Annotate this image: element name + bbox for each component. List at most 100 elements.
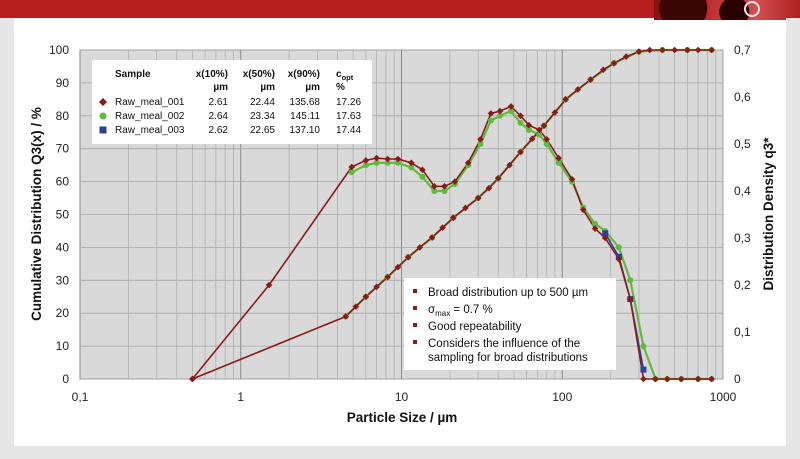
- x-tick-label: 1: [237, 390, 244, 404]
- y-left-tick-label: 20: [56, 306, 70, 320]
- note-line: sampling for broad distributions: [428, 352, 588, 364]
- table-unit-copt: %: [336, 82, 345, 93]
- right-margin: [786, 18, 800, 459]
- data-point-density: [626, 295, 634, 303]
- data-point-density: [265, 281, 273, 289]
- table-row-name: Raw_meal_001: [115, 97, 185, 108]
- y-left-tick-label: 40: [56, 240, 70, 254]
- table-cell-x10: 2.64: [209, 111, 229, 122]
- x-axis-label: Particle Size / µm: [347, 410, 458, 425]
- data-point-cumulative: [622, 53, 630, 60]
- table-header-x10: x(10%): [196, 69, 228, 80]
- data-point-cumulative: [462, 204, 469, 212]
- data-point-density: [373, 154, 380, 162]
- table-cell-x50: 23.34: [250, 111, 275, 122]
- y-right-tick-label: 0,6: [734, 90, 751, 104]
- note-bullet: [413, 306, 417, 310]
- data-point-density: [408, 164, 415, 171]
- data-point-cumulative: [449, 214, 457, 222]
- y-axis-right-label: Distribution Density q3*: [761, 137, 776, 291]
- table-cell-x90: 135.68: [289, 97, 320, 108]
- x-tick-label: 100: [552, 390, 572, 404]
- legend-marker-003: [99, 126, 107, 134]
- data-point-density: [568, 175, 576, 183]
- data-point-density: [640, 343, 647, 350]
- table-cell-x90: 145.11: [290, 111, 320, 122]
- x-tick-label: 0,1: [72, 390, 89, 404]
- data-point-density: [677, 375, 685, 383]
- data-point-density: [464, 159, 472, 167]
- data-point-density: [579, 206, 587, 214]
- data-point-density: [640, 375, 647, 383]
- data-point-density: [652, 375, 659, 383]
- y-right-tick-label: 0,5: [734, 137, 751, 151]
- data-point-cumulative: [394, 263, 402, 271]
- data-point-density: [615, 255, 623, 263]
- y-left-tick-label: 0: [62, 372, 69, 386]
- data-point-cumulative: [610, 59, 618, 67]
- y-left-tick-label: 60: [56, 175, 70, 189]
- data-point-cumulative: [599, 66, 607, 74]
- corner-photo: [654, 0, 800, 20]
- data-point-density: [601, 234, 609, 242]
- table-header-x90: x(90%): [288, 69, 320, 80]
- data-point-cumulative: [506, 161, 513, 169]
- data-point-cumulative: [474, 194, 482, 202]
- y-right-tick-label: 0,3: [734, 231, 751, 245]
- axis-ticks: 0,1 1 10 100 1000010203040506070809010000,10…: [49, 43, 751, 404]
- data-point-density: [517, 119, 524, 126]
- top-banner: [0, 0, 800, 18]
- data-point-density: [384, 155, 391, 163]
- table-unit-x50: µm: [260, 82, 275, 93]
- y-left-tick-label: 80: [56, 109, 70, 123]
- y-axis-left-label: Cumulative Distribution Q3(x) / %: [29, 107, 44, 321]
- table-cell-x50: 22.65: [250, 125, 275, 136]
- data-point-density: [555, 154, 562, 162]
- data-point-density: [592, 220, 599, 227]
- data-point-density: [348, 169, 355, 176]
- table-row-name: Raw_meal_002: [115, 111, 185, 122]
- data-point-cumulative: [362, 293, 370, 301]
- data-point-cumulative: [551, 109, 559, 116]
- data-point-density: [384, 159, 391, 166]
- data-point-cumulative: [646, 46, 654, 54]
- data-point-cumulative: [494, 175, 502, 182]
- data-point-density: [497, 112, 504, 119]
- data-point-cumulative: [428, 234, 436, 241]
- data-point-density: [362, 157, 370, 164]
- table-cell-x90: 137.10: [289, 125, 320, 136]
- data-point-density: [451, 178, 459, 185]
- data-point-cumulative: [659, 46, 666, 54]
- x-tick-label: 1000: [710, 390, 737, 404]
- data-point-density: [525, 121, 533, 129]
- data-point-density: [407, 159, 415, 167]
- note-bullet: [413, 340, 417, 344]
- y-right-tick-label: 0,7: [734, 43, 751, 57]
- data-point-cumulative: [587, 76, 594, 83]
- note-line: Considers the influence of the: [428, 338, 580, 350]
- data-point-density: [431, 188, 438, 194]
- data-point-density: [536, 126, 543, 134]
- data-point-cumulative: [540, 122, 548, 129]
- data-point-cumulative: [439, 224, 446, 231]
- series-layer: [189, 46, 715, 383]
- data-point-density: [477, 141, 484, 147]
- note-line: Good repeatability: [428, 321, 522, 333]
- table-cell-copt: 17.63: [336, 111, 361, 122]
- table-cell-x10: 2.61: [209, 97, 229, 108]
- data-point-cumulative: [574, 86, 582, 93]
- y-left-tick-label: 90: [56, 76, 70, 90]
- data-point-density: [431, 183, 438, 190]
- data-point-density: [477, 136, 484, 143]
- data-point-density: [543, 136, 550, 143]
- note-bullet: [413, 323, 417, 327]
- data-point-cumulative: [694, 46, 702, 54]
- data-point-cumulative: [485, 184, 493, 192]
- data-point-density: [525, 126, 532, 133]
- table-unit-x10: µm: [213, 82, 228, 93]
- table-cell-x50: 22.44: [250, 97, 275, 108]
- data-point-density: [694, 375, 702, 383]
- x-tick-label: 10: [395, 390, 409, 404]
- legend-marker-002: [99, 112, 107, 120]
- y-left-tick-label: 100: [49, 43, 69, 57]
